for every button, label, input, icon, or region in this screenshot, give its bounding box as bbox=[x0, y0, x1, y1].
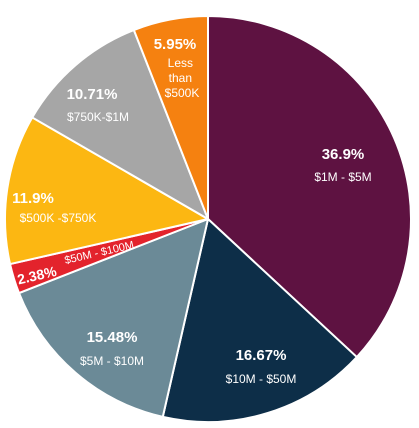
slice-category-label-line: $500K bbox=[165, 86, 200, 100]
slice-percent-label: 10.71% bbox=[67, 86, 118, 103]
slice-category-label: Less than $500K bbox=[165, 56, 200, 100]
slice-category-label-line: than bbox=[169, 71, 192, 85]
slice-percent-label: 11.9% bbox=[12, 190, 54, 207]
pie-slice bbox=[207, 15, 413, 359]
slice-category-label-line: Less bbox=[168, 56, 193, 70]
slice-category-label: $500K -$750K bbox=[20, 211, 97, 225]
pie-slices bbox=[4, 15, 413, 423]
slice-percent-label: 15.48% bbox=[87, 329, 138, 346]
pie-slice bbox=[17, 218, 209, 418]
pie-slice bbox=[31, 29, 209, 220]
pie-slice bbox=[161, 218, 358, 423]
pie-slice bbox=[4, 116, 209, 266]
slice-percent-label: 36.9% bbox=[322, 146, 365, 163]
slice-percent-label: 16.67% bbox=[236, 347, 287, 364]
slice-category-label: $10M - $50M bbox=[226, 372, 297, 386]
slice-category-label: $1M - $5M bbox=[314, 170, 371, 184]
slice-category-label: $750K-$1M bbox=[67, 110, 129, 124]
pie-slice bbox=[132, 15, 209, 220]
slice-category-label: $5M - $10M bbox=[80, 354, 144, 368]
slice-percent-label: 5.95% bbox=[154, 36, 197, 53]
